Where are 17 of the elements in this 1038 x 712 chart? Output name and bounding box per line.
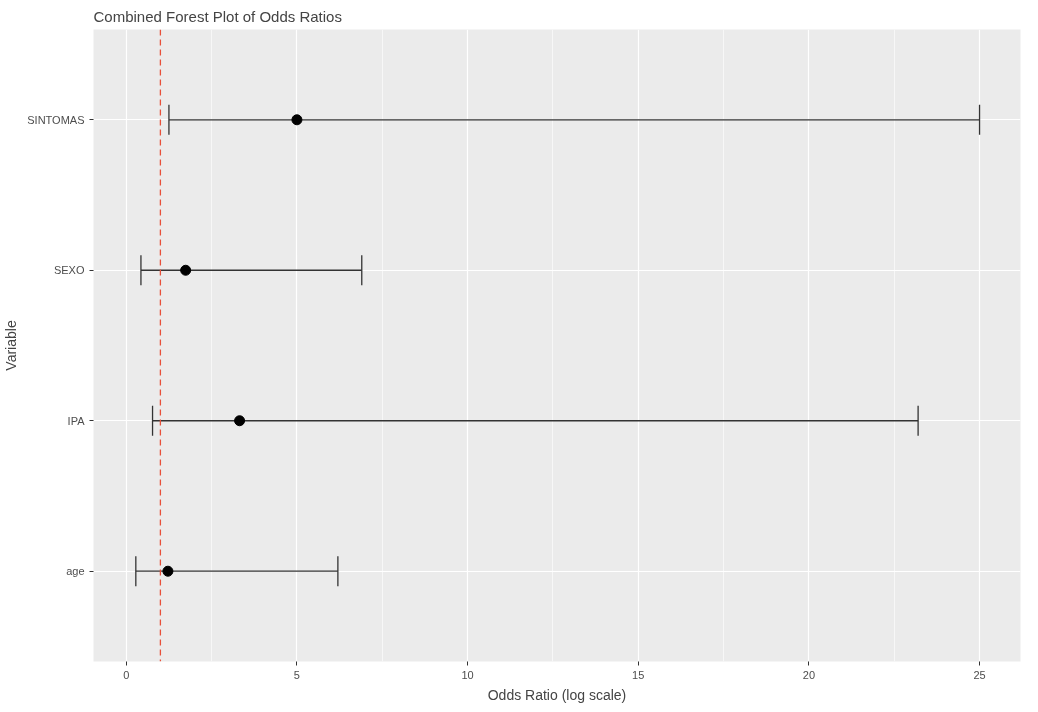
point xyxy=(234,415,246,427)
x-tick-label: 0 xyxy=(123,668,130,681)
x-tick-label: 20 xyxy=(802,668,816,681)
x-tick-label: 10 xyxy=(461,668,474,681)
y-tick-label: SINTOMAS xyxy=(27,113,85,126)
y-tick-label: age xyxy=(66,565,85,578)
y-tick-label: IPA xyxy=(67,414,86,427)
x-tick-label: 5 xyxy=(293,668,300,681)
chart-title: Combined Forest Plot of Odds Ratios xyxy=(93,7,342,25)
point xyxy=(162,565,174,577)
x-tick-label: 25 xyxy=(973,668,986,681)
point xyxy=(291,114,303,126)
x-axis-title: Odds Ratio (log scale) xyxy=(487,686,627,703)
y-axis-title: Variable xyxy=(3,320,20,371)
point xyxy=(180,264,192,276)
y-tick-label: SEXO xyxy=(53,264,85,277)
x-tick-label: 15 xyxy=(632,668,645,681)
